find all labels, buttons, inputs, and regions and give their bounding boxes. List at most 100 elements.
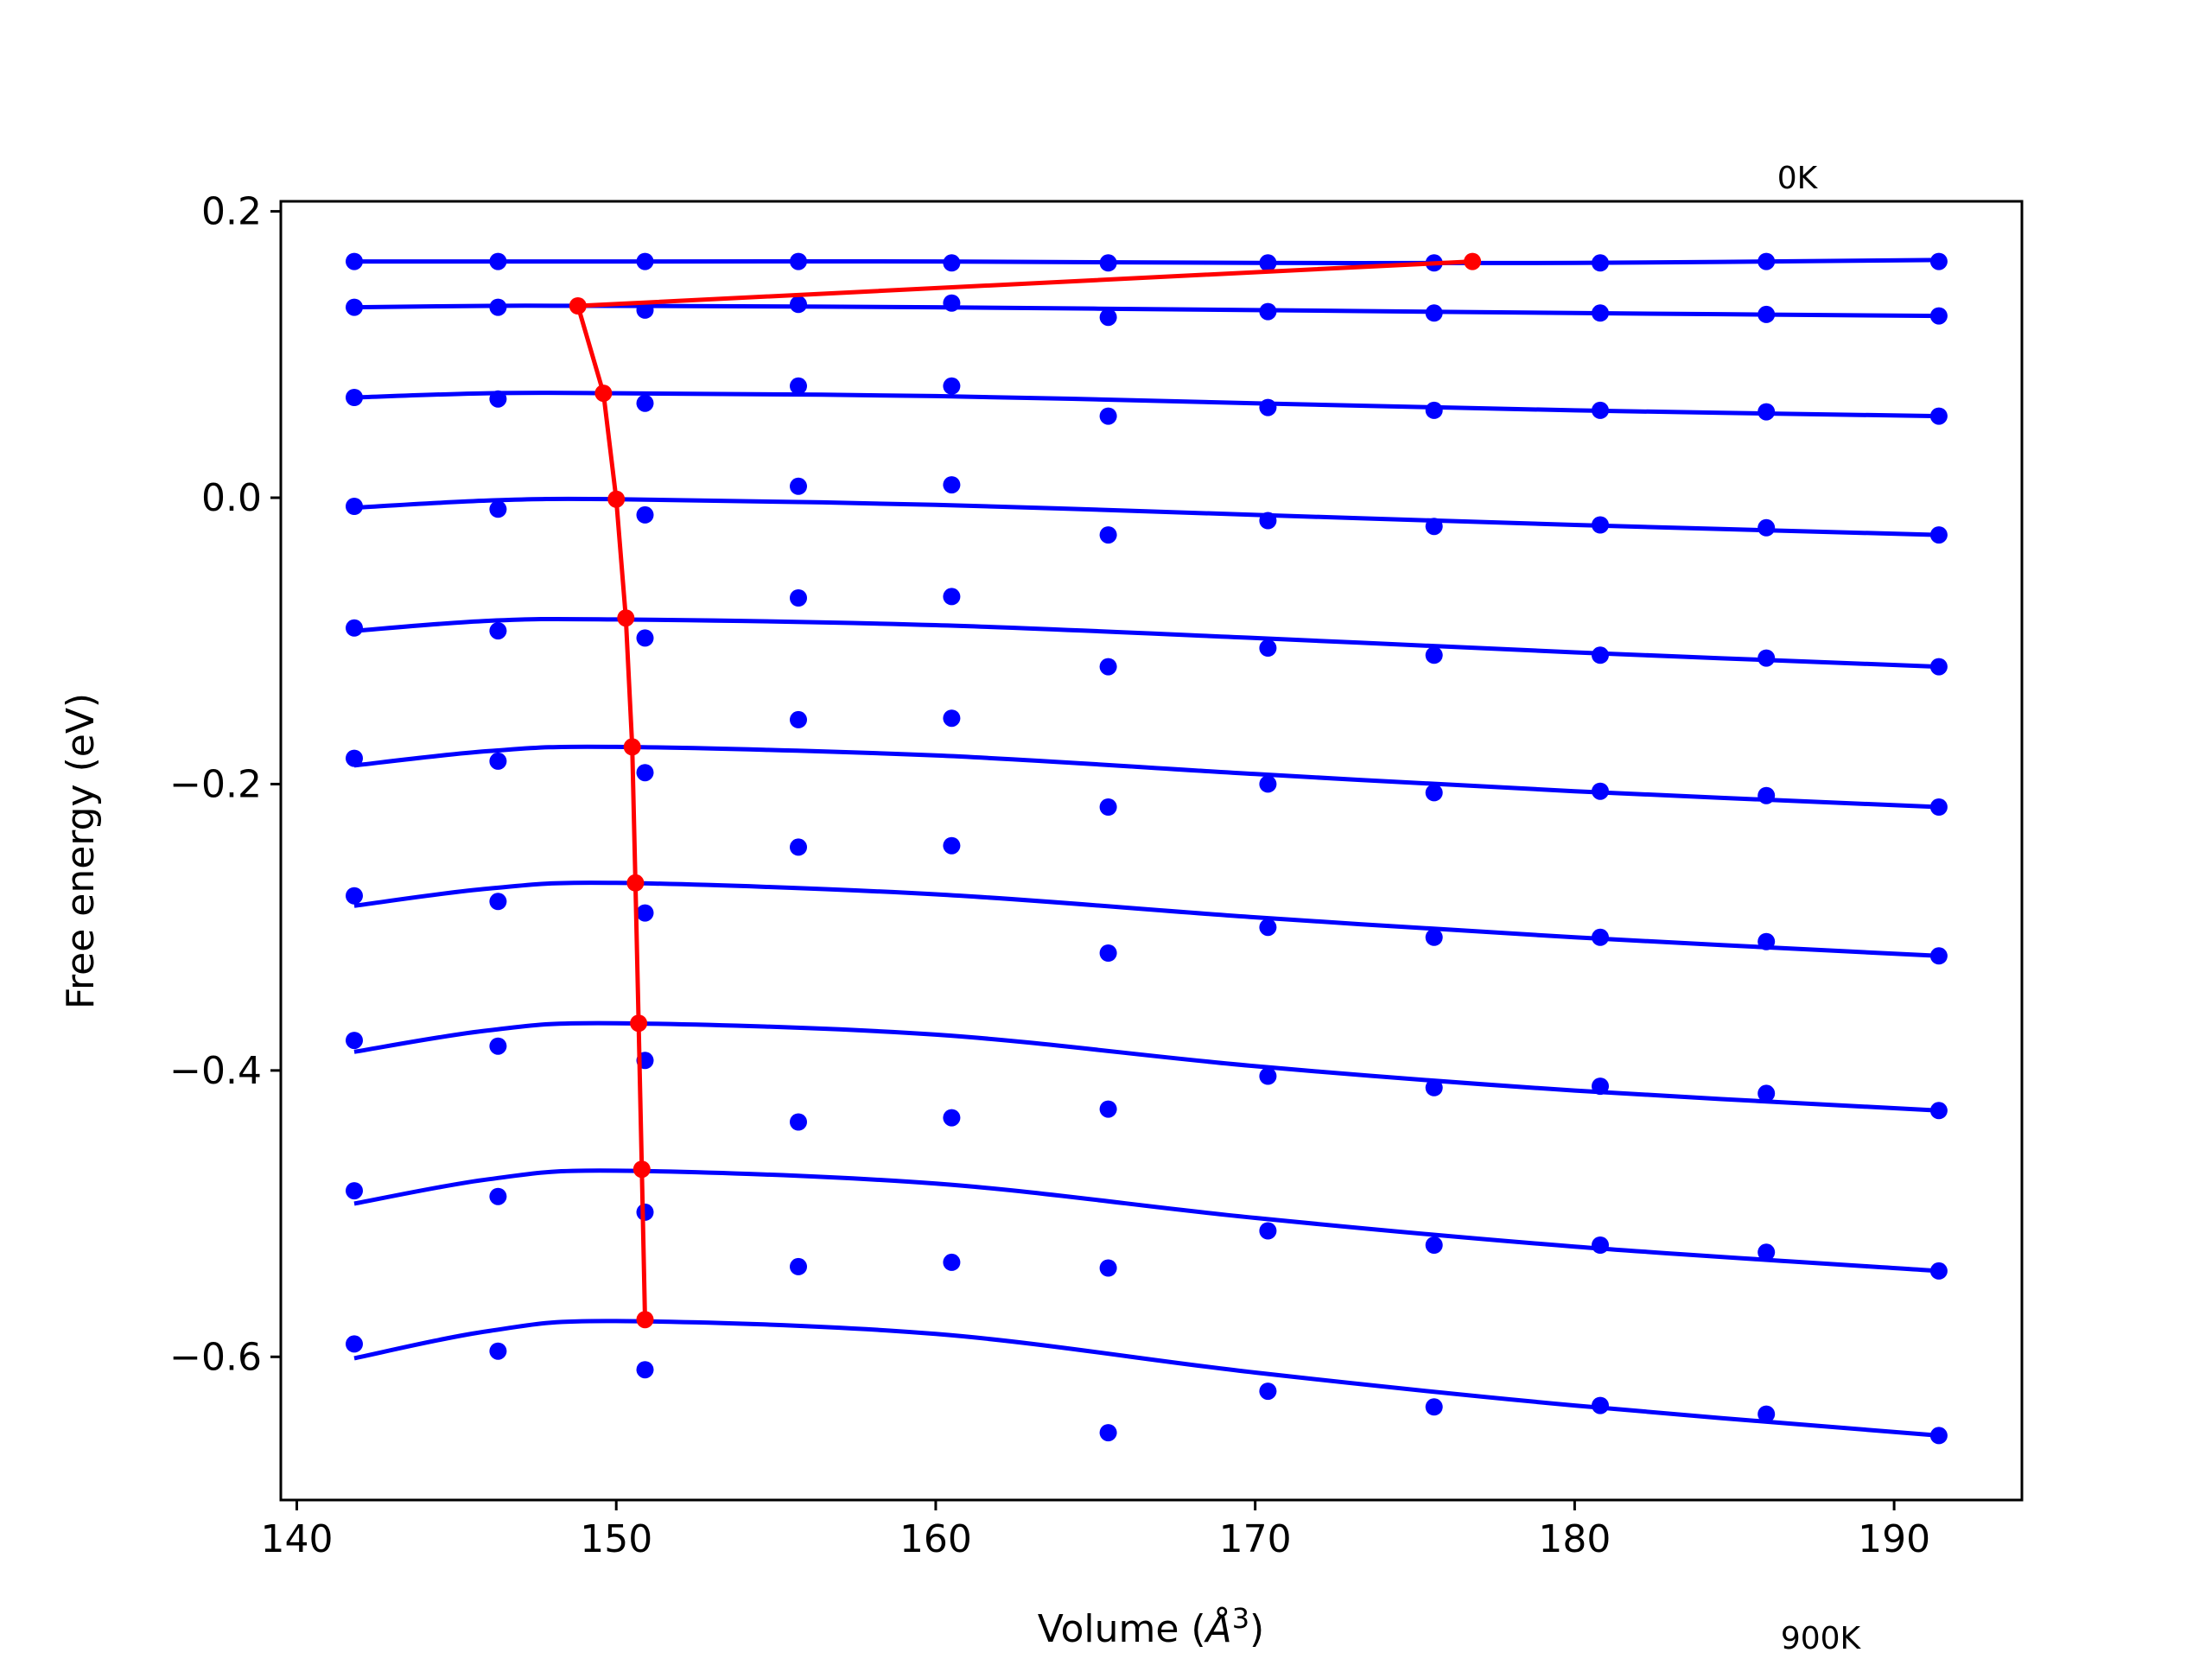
- data-point: [1758, 649, 1776, 667]
- fit-curve-5: [353, 744, 1940, 810]
- data-point: [1099, 658, 1117, 676]
- data-point: [1929, 1102, 1948, 1120]
- x-tick-label: 170: [1219, 1517, 1292, 1561]
- data-point: [636, 904, 654, 922]
- y-tick-label: 0.2: [201, 190, 262, 234]
- minimum-point: [636, 1311, 654, 1329]
- data-point: [636, 505, 654, 524]
- data-point: [1592, 254, 1609, 272]
- data-point: [489, 1187, 507, 1205]
- data-point: [1425, 401, 1443, 419]
- data-point: [1259, 1222, 1277, 1240]
- data-point: [1259, 512, 1277, 530]
- data-point: [489, 1037, 507, 1055]
- annotation-900k: 900K: [1781, 1621, 1862, 1656]
- data-point: [346, 252, 363, 270]
- axes-ticks: 140 150 160 170 180 190 −0.6 −0.4 −0.2 0.0 0.2: [169, 190, 1930, 1561]
- minimum-point: [626, 874, 645, 892]
- data-point: [1758, 1084, 1776, 1103]
- minimum-point: [617, 609, 635, 627]
- data-point: [1758, 518, 1776, 537]
- y-tick-label: 0.0: [201, 476, 262, 520]
- data-point: [489, 252, 507, 270]
- y-tick-label: −0.6: [169, 1335, 262, 1379]
- data-point: [1758, 1405, 1776, 1423]
- fit-curve-6: [353, 880, 1940, 958]
- data-point: [489, 1342, 507, 1360]
- data-point: [1758, 932, 1776, 950]
- data-point: [1425, 928, 1443, 946]
- data-point: [1929, 526, 1948, 544]
- fit-curve-8: [353, 1168, 1940, 1274]
- data-point: [1592, 1077, 1609, 1096]
- data-point: [1758, 1243, 1776, 1262]
- fit-curve-1: [353, 303, 1939, 319]
- data-point: [1758, 403, 1776, 421]
- data-point: [1099, 1259, 1117, 1277]
- data-point: [943, 1253, 961, 1271]
- data-point: [1099, 254, 1117, 272]
- data-point: [346, 1335, 363, 1353]
- data-point: [1099, 798, 1117, 816]
- data-point: [346, 749, 363, 767]
- fit-curve-3: [353, 496, 1939, 537]
- data-point: [489, 500, 507, 518]
- data-point: [943, 294, 961, 312]
- data-point: [1592, 782, 1609, 800]
- data-point: [1425, 646, 1443, 664]
- data-point: [1425, 1236, 1443, 1254]
- data-point: [1425, 518, 1443, 536]
- data-point: [1425, 1398, 1443, 1416]
- data-point: [636, 629, 654, 647]
- x-tick-label: 140: [260, 1517, 333, 1561]
- data-point: [1929, 947, 1948, 965]
- data-point: [1929, 1262, 1948, 1280]
- data-point: [489, 893, 507, 911]
- data-point: [346, 1032, 363, 1050]
- data-point: [1425, 1078, 1443, 1096]
- data-point: [1929, 658, 1948, 676]
- data-point: [1929, 307, 1948, 325]
- data-point: [790, 377, 807, 395]
- x-tick-label: 180: [1538, 1517, 1611, 1561]
- plot-frame: [279, 200, 2024, 1502]
- data-point: [1099, 407, 1117, 425]
- data-point: [1259, 398, 1277, 416]
- minimum-point: [607, 490, 626, 508]
- data-point: [636, 301, 654, 319]
- data-point: [790, 477, 807, 495]
- data-point: [636, 252, 654, 270]
- data-point: [1929, 407, 1948, 425]
- data-point: [636, 394, 654, 412]
- minimum-point: [594, 385, 613, 403]
- data-point: [790, 710, 807, 728]
- data-point: [1099, 1424, 1117, 1442]
- data-point: [636, 764, 654, 782]
- minimum-path-line: [575, 259, 1473, 1320]
- y-tick-label: −0.2: [169, 762, 262, 806]
- data-point: [489, 622, 507, 640]
- fit-curve-2: [353, 391, 1939, 419]
- data-point: [346, 498, 363, 515]
- data-point: [1758, 252, 1776, 270]
- data-point: [790, 296, 807, 314]
- minimum-point: [630, 1014, 648, 1033]
- fit-curve-7: [353, 1020, 1940, 1113]
- data-point: [1592, 304, 1609, 322]
- data-point: [346, 1182, 363, 1200]
- data-point: [1592, 516, 1609, 534]
- data-point: [1259, 918, 1277, 937]
- fit-curve-4: [353, 616, 1939, 670]
- data-point: [1425, 784, 1443, 802]
- data-point: [1099, 308, 1117, 327]
- data-point: [1592, 1236, 1609, 1254]
- plot-area: [346, 252, 1948, 1445]
- data-point: [790, 252, 807, 270]
- x-axis-label: Volume (Å3): [1038, 1602, 1264, 1651]
- data-point: [1592, 646, 1609, 664]
- data-point: [790, 589, 807, 607]
- data-point: [1929, 252, 1948, 270]
- x-tick-label: 150: [580, 1517, 652, 1561]
